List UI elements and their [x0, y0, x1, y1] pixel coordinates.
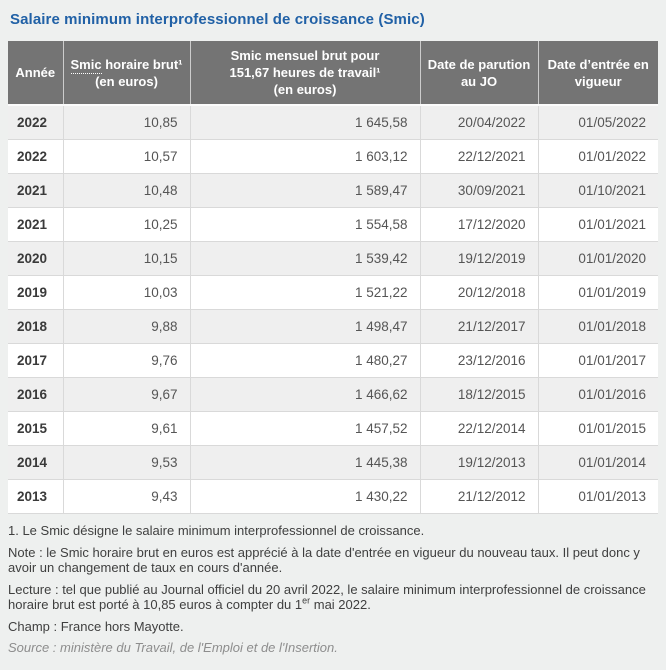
cell-horaire: 9,43	[62, 479, 190, 514]
cell-horaire: 10,57	[62, 139, 190, 174]
cell-horaire: 9,61	[62, 411, 190, 446]
col-header-vigueur: Date d’entrée en vigueur	[537, 41, 658, 106]
cell-annee: 2014	[8, 445, 63, 480]
table-body: 2022 10,85 1 645,58 20/04/2022 01/05/2022 202…	[8, 105, 658, 514]
header-row: Année Smic horaire brut¹ (en euros) Smic…	[8, 41, 658, 106]
cell-vigueur: 01/01/2019	[537, 275, 658, 310]
cell-vigueur: 01/01/2021	[537, 207, 658, 242]
cell-vigueur: 01/01/2018	[537, 309, 658, 344]
cell-vigueur: 01/05/2022	[537, 105, 658, 140]
cell-vigueur: 01/01/2015	[537, 411, 658, 446]
smic-table: Année Smic horaire brut¹ (en euros) Smic…	[8, 41, 658, 514]
cell-parution: 22/12/2014	[419, 411, 538, 446]
cell-parution: 22/12/2021	[419, 139, 538, 174]
table-row: 2018 9,88 1 498,47 21/12/2017 01/01/2018	[8, 309, 658, 344]
table-row: 2022 10,85 1 645,58 20/04/2022 01/05/2022	[8, 105, 658, 140]
header-horaire-rest: horaire brut¹	[101, 56, 183, 72]
note-lecture-sup: er	[302, 595, 311, 606]
col-header-annee: Année	[8, 41, 63, 106]
note-lecture-end: mai 2022.	[310, 597, 371, 612]
note-lecture-text: Lecture : tel que publié au Journal offi…	[8, 581, 646, 613]
cell-horaire: 9,88	[62, 309, 190, 344]
cell-vigueur: 01/01/2022	[537, 139, 658, 174]
cell-vigueur: 01/01/2014	[537, 445, 658, 480]
header-mensuel-line2: 151,67 heures de travail¹	[229, 65, 381, 80]
smic-term-tooltip[interactable]: Smic	[70, 56, 102, 74]
cell-vigueur: 01/01/2013	[537, 479, 658, 514]
cell-mensuel: 1 539,42	[189, 241, 420, 276]
cell-parution: 19/12/2019	[419, 241, 538, 276]
table-row: 2022 10,57 1 603,12 22/12/2021 01/01/2022	[8, 139, 658, 174]
cell-mensuel: 1 466,62	[189, 377, 420, 412]
cell-horaire: 10,03	[62, 275, 190, 310]
cell-parution: 23/12/2016	[419, 343, 538, 378]
table-row: 2014 9,53 1 445,38 19/12/2013 01/01/2014	[8, 445, 658, 480]
cell-annee: 2015	[8, 411, 63, 446]
cell-parution: 18/12/2015	[419, 377, 538, 412]
cell-parution: 30/09/2021	[419, 173, 538, 208]
cell-horaire: 10,25	[62, 207, 190, 242]
header-horaire-unit: (en euros)	[95, 73, 158, 89]
cell-annee: 2017	[8, 343, 63, 378]
col-header-smic-mensuel: Smic mensuel brut pour 151,67 heures de …	[189, 41, 420, 106]
cell-vigueur: 01/10/2021	[537, 173, 658, 208]
cell-mensuel: 1 430,22	[189, 479, 420, 514]
cell-annee: 2021	[8, 207, 63, 242]
note-champ: Champ : France hors Mayotte.	[8, 618, 184, 634]
cell-annee: 2021	[8, 173, 63, 208]
cell-vigueur: 01/01/2017	[537, 343, 658, 378]
table-row: 2015 9,61 1 457,52 22/12/2014 01/01/2015	[8, 411, 658, 446]
cell-annee: 2022	[8, 139, 63, 174]
notes-section: 1. Le Smic désigne le salaire minimum in…	[8, 523, 658, 656]
cell-mensuel: 1 645,58	[189, 105, 420, 140]
cell-horaire: 9,76	[62, 343, 190, 378]
footnote-definition: 1. Le Smic désigne le salaire minimum in…	[8, 523, 425, 538]
cell-mensuel: 1 480,27	[189, 343, 420, 378]
col-header-parution: Date de parution au JO	[419, 41, 538, 106]
cell-mensuel: 1 445,38	[189, 445, 420, 480]
cell-annee: 2022	[8, 105, 63, 140]
table-row: 2020 10,15 1 539,42 19/12/2019 01/01/2020	[8, 241, 658, 276]
source-line: Source : ministère du Travail, de l'Empl…	[8, 640, 338, 655]
note-methodology: Note : le Smic horaire brut en euros est…	[8, 544, 640, 576]
cell-parution: 21/12/2017	[419, 309, 538, 344]
page-title: Salaire minimum interprofessionnel de cr…	[10, 11, 425, 28]
cell-annee: 2016	[8, 377, 63, 412]
header-mensuel-line1: Smic mensuel brut pour	[230, 48, 380, 63]
header-horaire-line1: Smic horaire brut¹	[68, 56, 186, 74]
cell-horaire: 10,48	[62, 173, 190, 208]
table-row: 2021 10,48 1 589,47 30/09/2021 01/10/2021	[8, 173, 658, 208]
cell-parution: 17/12/2020	[419, 207, 538, 242]
cell-horaire: 9,53	[62, 445, 190, 480]
cell-parution: 20/12/2018	[419, 275, 538, 310]
cell-annee: 2020	[8, 241, 63, 276]
cell-horaire: 10,15	[62, 241, 190, 276]
cell-vigueur: 01/01/2016	[537, 377, 658, 412]
cell-mensuel: 1 554,58	[189, 207, 420, 242]
note-lecture: Lecture : tel que publié au Journal offi…	[8, 582, 658, 613]
cell-mensuel: 1 603,12	[189, 139, 420, 174]
table-row: 2021 10,25 1 554,58 17/12/2020 01/01/2021	[8, 207, 658, 242]
cell-mensuel: 1 589,47	[189, 173, 420, 208]
table-row: 2017 9,76 1 480,27 23/12/2016 01/01/2017	[8, 343, 658, 378]
table-row: 2013 9,43 1 430,22 21/12/2012 01/01/2013	[8, 479, 658, 514]
header-mensuel-unit: (en euros)	[273, 82, 337, 97]
cell-mensuel: 1 498,47	[189, 309, 420, 344]
cell-annee: 2013	[8, 479, 63, 514]
table-row: 2019 10,03 1 521,22 20/12/2018 01/01/2019	[8, 275, 658, 310]
cell-annee: 2019	[8, 275, 63, 310]
table-row: 2016 9,67 1 466,62 18/12/2015 01/01/2016	[8, 377, 658, 412]
cell-vigueur: 01/01/2020	[537, 241, 658, 276]
cell-annee: 2018	[8, 309, 63, 344]
col-header-smic-horaire: Smic horaire brut¹ (en euros)	[62, 41, 190, 106]
cell-parution: 21/12/2012	[419, 479, 538, 514]
cell-parution: 20/04/2022	[419, 105, 538, 140]
table-header: Année Smic horaire brut¹ (en euros) Smic…	[8, 41, 658, 106]
cell-mensuel: 1 521,22	[189, 275, 420, 310]
cell-parution: 19/12/2013	[419, 445, 538, 480]
cell-horaire: 10,85	[62, 105, 190, 140]
cell-horaire: 9,67	[62, 377, 190, 412]
cell-mensuel: 1 457,52	[189, 411, 420, 446]
